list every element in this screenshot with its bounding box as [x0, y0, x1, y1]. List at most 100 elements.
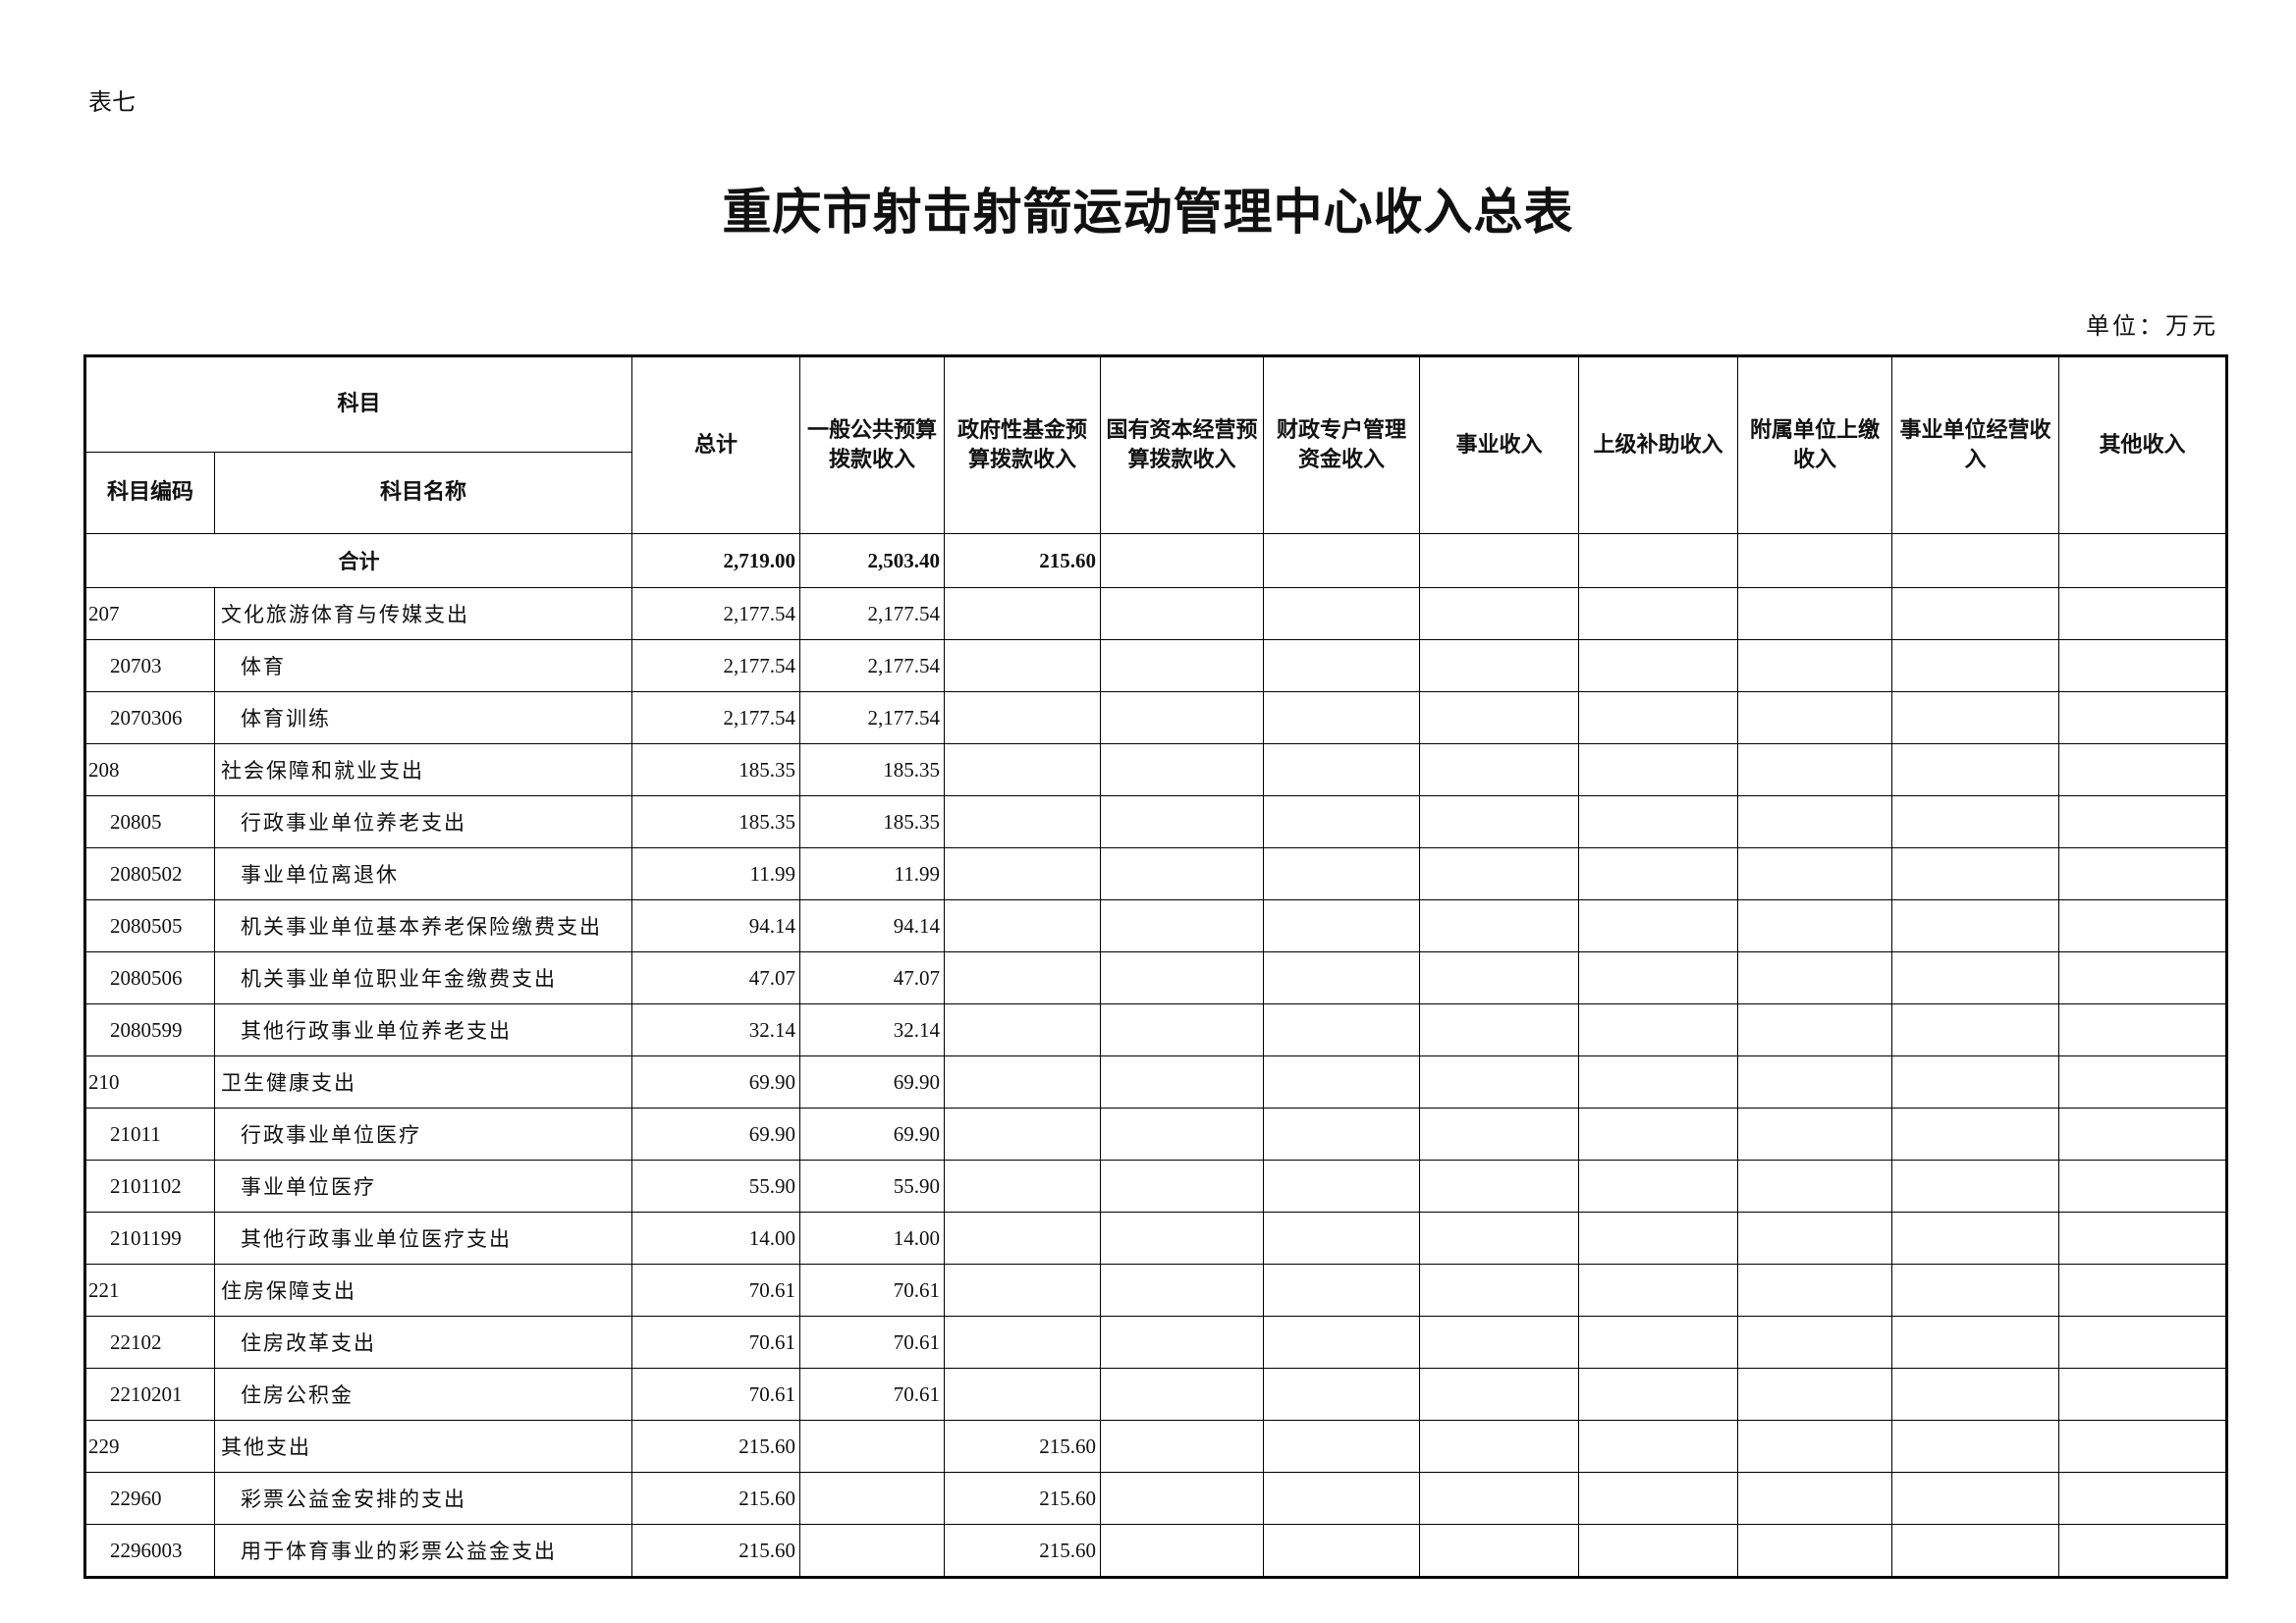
- subject-code: 229: [84, 1420, 215, 1473]
- empty-cell: [2058, 795, 2227, 848]
- empty-cell: [2058, 1472, 2227, 1525]
- subject-name: 住房保障支出: [214, 1264, 632, 1317]
- data-row: 21011 行政事业单位医疗 69.90 69.90: [84, 1108, 2227, 1161]
- empty-cell: [1100, 1212, 1264, 1265]
- empty-cell: [1737, 1108, 1892, 1161]
- empty-cell: [1578, 795, 1738, 848]
- empty-cell: [1263, 639, 1420, 692]
- empty-cell: [1737, 639, 1892, 692]
- income-table: 科目 总计 一般公共预算拨款收入 政府性基金预算拨款收入 国有资本经营预算拨款收入 财政专…: [83, 354, 2228, 1579]
- empty-cell: [1100, 743, 1264, 796]
- empty-cell: [1737, 691, 1892, 744]
- empty-cell: [1100, 899, 1264, 952]
- empty-cell: [1737, 1316, 1892, 1369]
- empty-cell: [1891, 795, 2059, 848]
- empty-cell: [1419, 1264, 1579, 1317]
- table-body: 合计 2,719.00 2,503.40 215.60 207 文化旅游体育与传媒支出 2,…: [84, 533, 2227, 1578]
- empty-cell: [1578, 1472, 1738, 1525]
- empty-cell: [944, 1212, 1101, 1265]
- amount-cell: 215.60: [631, 1524, 800, 1578]
- empty-cell: [1737, 1368, 1892, 1421]
- empty-cell: [1737, 951, 1892, 1004]
- empty-cell: [1100, 1264, 1264, 1317]
- empty-cell: [1891, 1160, 2059, 1213]
- subject-name: 住房改革支出: [214, 1316, 632, 1369]
- empty-cell: [2058, 1420, 2227, 1473]
- empty-cell: [1578, 1003, 1738, 1056]
- amount-cell: 2,719.00: [631, 533, 800, 588]
- empty-cell: [1578, 899, 1738, 952]
- header-row: 科目 总计 一般公共预算拨款收入 政府性基金预算拨款收入 国有资本经营预算拨款收入 财政专…: [84, 355, 2227, 534]
- amount-cell: 32.14: [799, 1003, 945, 1056]
- empty-cell: [2058, 533, 2227, 588]
- empty-cell: [1100, 587, 1264, 640]
- empty-cell: [1419, 743, 1579, 796]
- empty-cell: [1891, 691, 2059, 744]
- amount-cell: 70.61: [799, 1316, 945, 1369]
- amount-cell: 69.90: [799, 1055, 945, 1109]
- empty-cell: [1578, 1055, 1738, 1109]
- empty-cell: [944, 1368, 1101, 1421]
- data-row: 2210201 住房公积金 70.61 70.61: [84, 1368, 2227, 1421]
- empty-cell: [1419, 1160, 1579, 1213]
- column-header: 事业收入: [1419, 355, 1579, 534]
- empty-cell: [1737, 1524, 1892, 1578]
- empty-cell: [944, 1003, 1101, 1056]
- empty-cell: [1419, 1212, 1579, 1265]
- amount-cell: 55.90: [631, 1160, 800, 1213]
- subject-code: 2101102: [84, 1160, 215, 1213]
- amount-cell: 94.14: [631, 899, 800, 952]
- empty-cell: [1891, 1368, 2059, 1421]
- subject-name: 体育: [214, 639, 632, 692]
- empty-cell: [944, 1316, 1101, 1369]
- empty-cell: [2058, 1316, 2227, 1369]
- subject-name: 彩票公益金安排的支出: [214, 1472, 632, 1525]
- empty-cell: [944, 951, 1101, 1004]
- empty-cell: [1578, 951, 1738, 1004]
- empty-cell: [2058, 639, 2227, 692]
- empty-cell: [1891, 1108, 2059, 1161]
- empty-cell: [1419, 1524, 1579, 1578]
- subject-code: 221: [84, 1264, 215, 1317]
- data-row: 2080599 其他行政事业单位养老支出 32.14 32.14: [84, 1003, 2227, 1056]
- empty-cell: [799, 1472, 945, 1525]
- unit-note: 单位：万元: [2086, 314, 2218, 340]
- subject-code: 2210201: [84, 1368, 215, 1421]
- empty-cell: [1100, 1420, 1264, 1473]
- empty-cell: [1891, 1420, 2059, 1473]
- empty-cell: [944, 1108, 1101, 1161]
- data-row: 2080506 机关事业单位职业年金缴费支出 47.07 47.07: [84, 951, 2227, 1004]
- empty-cell: [1263, 795, 1420, 848]
- empty-cell: [1419, 1368, 1579, 1421]
- empty-cell: [1578, 533, 1738, 588]
- empty-cell: [1737, 533, 1892, 588]
- subject-code: 2080502: [84, 847, 215, 900]
- subject-name: 事业单位医疗: [214, 1160, 632, 1213]
- empty-cell: [1578, 1212, 1738, 1265]
- empty-cell: [1891, 743, 2059, 796]
- empty-cell: [1737, 1160, 1892, 1213]
- code-header: 科目编码: [84, 452, 215, 534]
- empty-cell: [2058, 951, 2227, 1004]
- document-title: 重庆市射击射箭运动管理中心收入总表: [722, 185, 1574, 240]
- subject-name: 用于体育事业的彩票公益金支出: [214, 1524, 632, 1578]
- data-row: 2296003 用于体育事业的彩票公益金支出 215.60 215.60: [84, 1524, 2227, 1578]
- data-row: 2101199 其他行政事业单位医疗支出 14.00 14.00: [84, 1212, 2227, 1265]
- column-header: 其他收入: [2058, 355, 2227, 534]
- empty-cell: [1263, 1368, 1420, 1421]
- empty-cell: [2058, 1003, 2227, 1056]
- table-header: 科目 总计 一般公共预算拨款收入 政府性基金预算拨款收入 国有资本经营预算拨款收入 财政专…: [84, 355, 2227, 534]
- amount-cell: 185.35: [631, 795, 800, 848]
- amount-cell: 14.00: [631, 1212, 800, 1265]
- amount-cell: 215.60: [944, 533, 1101, 588]
- empty-cell: [1891, 639, 2059, 692]
- empty-cell: [1578, 1368, 1738, 1421]
- empty-cell: [1263, 1420, 1420, 1473]
- amount-cell: 2,177.54: [631, 587, 800, 640]
- amount-cell: 94.14: [799, 899, 945, 952]
- column-header: 事业单位经营收入: [1891, 355, 2059, 534]
- empty-cell: [1737, 1003, 1892, 1056]
- empty-cell: [944, 1055, 1101, 1109]
- subject-name: 事业单位离退休: [214, 847, 632, 900]
